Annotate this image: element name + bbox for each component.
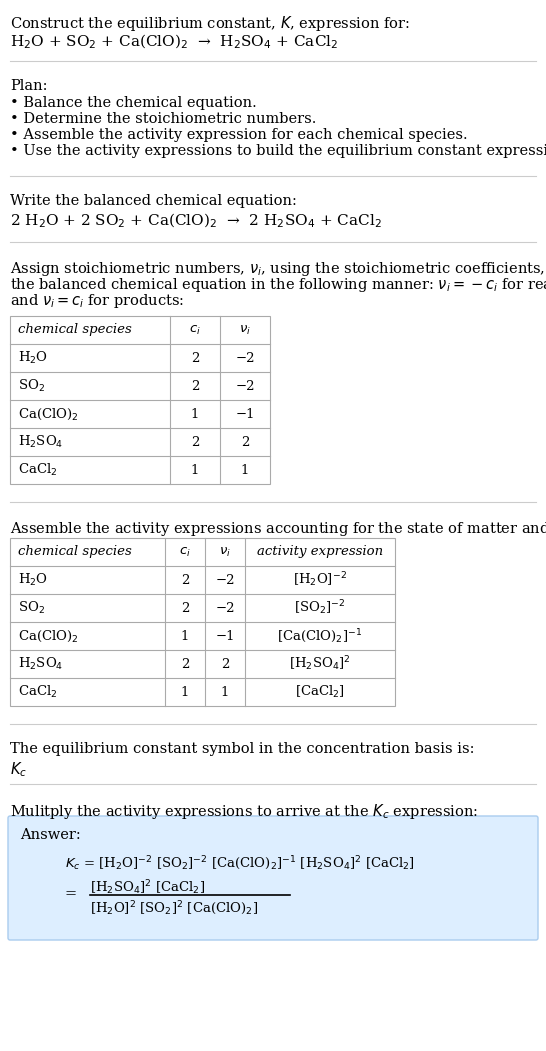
Text: H$_2$SO$_4$: H$_2$SO$_4$ [18, 656, 63, 672]
Text: 1: 1 [191, 463, 199, 476]
Text: chemical species: chemical species [18, 545, 132, 558]
Text: Plan:: Plan: [10, 79, 48, 92]
Text: and $\nu_i = c_i$ for products:: and $\nu_i = c_i$ for products: [10, 292, 185, 310]
Text: 1: 1 [241, 463, 249, 476]
Text: 2: 2 [221, 658, 229, 671]
Text: SO$_2$: SO$_2$ [18, 378, 45, 394]
Text: [H$_2$SO$_4$]$^2$ [CaCl$_2$]: [H$_2$SO$_4$]$^2$ [CaCl$_2$] [90, 878, 205, 897]
Text: 1: 1 [181, 630, 189, 642]
Text: The equilibrium constant symbol in the concentration basis is:: The equilibrium constant symbol in the c… [10, 742, 474, 756]
Text: [H$_2$O]$^2$ [SO$_2$]$^2$ [Ca(ClO)$_2$]: [H$_2$O]$^2$ [SO$_2$]$^2$ [Ca(ClO)$_2$] [90, 899, 258, 916]
Text: H$_2$SO$_4$: H$_2$SO$_4$ [18, 434, 63, 450]
Text: 1: 1 [191, 408, 199, 420]
Text: $c_i$: $c_i$ [189, 324, 201, 336]
Text: activity expression: activity expression [257, 545, 383, 558]
Text: Construct the equilibrium constant, $K$, expression for:: Construct the equilibrium constant, $K$,… [10, 14, 410, 33]
Text: 2: 2 [181, 658, 189, 671]
Text: chemical species: chemical species [18, 324, 132, 336]
Text: $\nu_i$: $\nu_i$ [239, 324, 251, 336]
Text: 2: 2 [181, 574, 189, 586]
Text: $\nu_i$: $\nu_i$ [219, 545, 231, 558]
Text: [Ca(ClO)$_2$]$^{-1}$: [Ca(ClO)$_2$]$^{-1}$ [277, 627, 363, 645]
Text: H$_2$O + SO$_2$ + Ca(ClO)$_2$  →  H$_2$SO$_4$ + CaCl$_2$: H$_2$O + SO$_2$ + Ca(ClO)$_2$ → H$_2$SO$… [10, 33, 339, 51]
Text: 2: 2 [241, 435, 249, 449]
Text: Ca(ClO)$_2$: Ca(ClO)$_2$ [18, 628, 79, 643]
Text: the balanced chemical equation in the following manner: $\nu_i = -c_i$ for react: the balanced chemical equation in the fo… [10, 276, 546, 294]
Text: • Balance the chemical equation.: • Balance the chemical equation. [10, 96, 257, 110]
Text: Write the balanced chemical equation:: Write the balanced chemical equation: [10, 194, 297, 208]
Text: SO$_2$: SO$_2$ [18, 600, 45, 616]
Text: 2: 2 [191, 351, 199, 365]
Text: • Determine the stoichiometric numbers.: • Determine the stoichiometric numbers. [10, 112, 316, 126]
Text: Mulitply the activity expressions to arrive at the $K_c$ expression:: Mulitply the activity expressions to arr… [10, 802, 478, 821]
Text: Ca(ClO)$_2$: Ca(ClO)$_2$ [18, 407, 79, 421]
Text: [H$_2$SO$_4$]$^2$: [H$_2$SO$_4$]$^2$ [289, 655, 351, 674]
Text: CaCl$_2$: CaCl$_2$ [18, 684, 57, 700]
Text: −2: −2 [215, 601, 235, 615]
Text: 2 H$_2$O + 2 SO$_2$ + Ca(ClO)$_2$  →  2 H$_2$SO$_4$ + CaCl$_2$: 2 H$_2$O + 2 SO$_2$ + Ca(ClO)$_2$ → 2 H$… [10, 212, 382, 230]
Text: −2: −2 [215, 574, 235, 586]
Text: 2: 2 [181, 601, 189, 615]
FancyBboxPatch shape [8, 816, 538, 940]
Text: 1: 1 [221, 685, 229, 699]
Text: −1: −1 [215, 630, 235, 642]
Text: 2: 2 [191, 379, 199, 392]
Text: [H$_2$O]$^{-2}$: [H$_2$O]$^{-2}$ [293, 571, 347, 590]
Text: −2: −2 [235, 379, 255, 392]
Text: −1: −1 [235, 408, 255, 420]
Text: 1: 1 [181, 685, 189, 699]
Text: $c_i$: $c_i$ [179, 545, 191, 558]
Text: =: = [65, 887, 77, 901]
Bar [10, 316, 270, 485]
Text: H$_2$O: H$_2$O [18, 572, 48, 589]
Text: Answer:: Answer: [20, 828, 81, 842]
Text: [CaCl$_2$]: [CaCl$_2$] [295, 684, 345, 700]
Text: • Assemble the activity expression for each chemical species.: • Assemble the activity expression for e… [10, 128, 467, 142]
Text: H$_2$O: H$_2$O [18, 350, 48, 366]
Text: • Use the activity expressions to build the equilibrium constant expression.: • Use the activity expressions to build … [10, 144, 546, 158]
Text: CaCl$_2$: CaCl$_2$ [18, 462, 57, 478]
Text: $K_c$ = [H$_2$O]$^{-2}$ [SO$_2$]$^{-2}$ [Ca(ClO)$_2$]$^{-1}$ [H$_2$SO$_4$]$^2$ [: $K_c$ = [H$_2$O]$^{-2}$ [SO$_2$]$^{-2}$ … [65, 854, 415, 871]
Text: −2: −2 [235, 351, 255, 365]
Text: Assemble the activity expressions accounting for the state of matter and $\nu_i$: Assemble the activity expressions accoun… [10, 520, 546, 538]
Bar [10, 538, 395, 706]
Text: [SO$_2$]$^{-2}$: [SO$_2$]$^{-2}$ [294, 599, 346, 617]
Text: 2: 2 [191, 435, 199, 449]
Text: $K_c$: $K_c$ [10, 760, 27, 779]
Text: Assign stoichiometric numbers, $\nu_i$, using the stoichiometric coefficients, $: Assign stoichiometric numbers, $\nu_i$, … [10, 260, 546, 279]
